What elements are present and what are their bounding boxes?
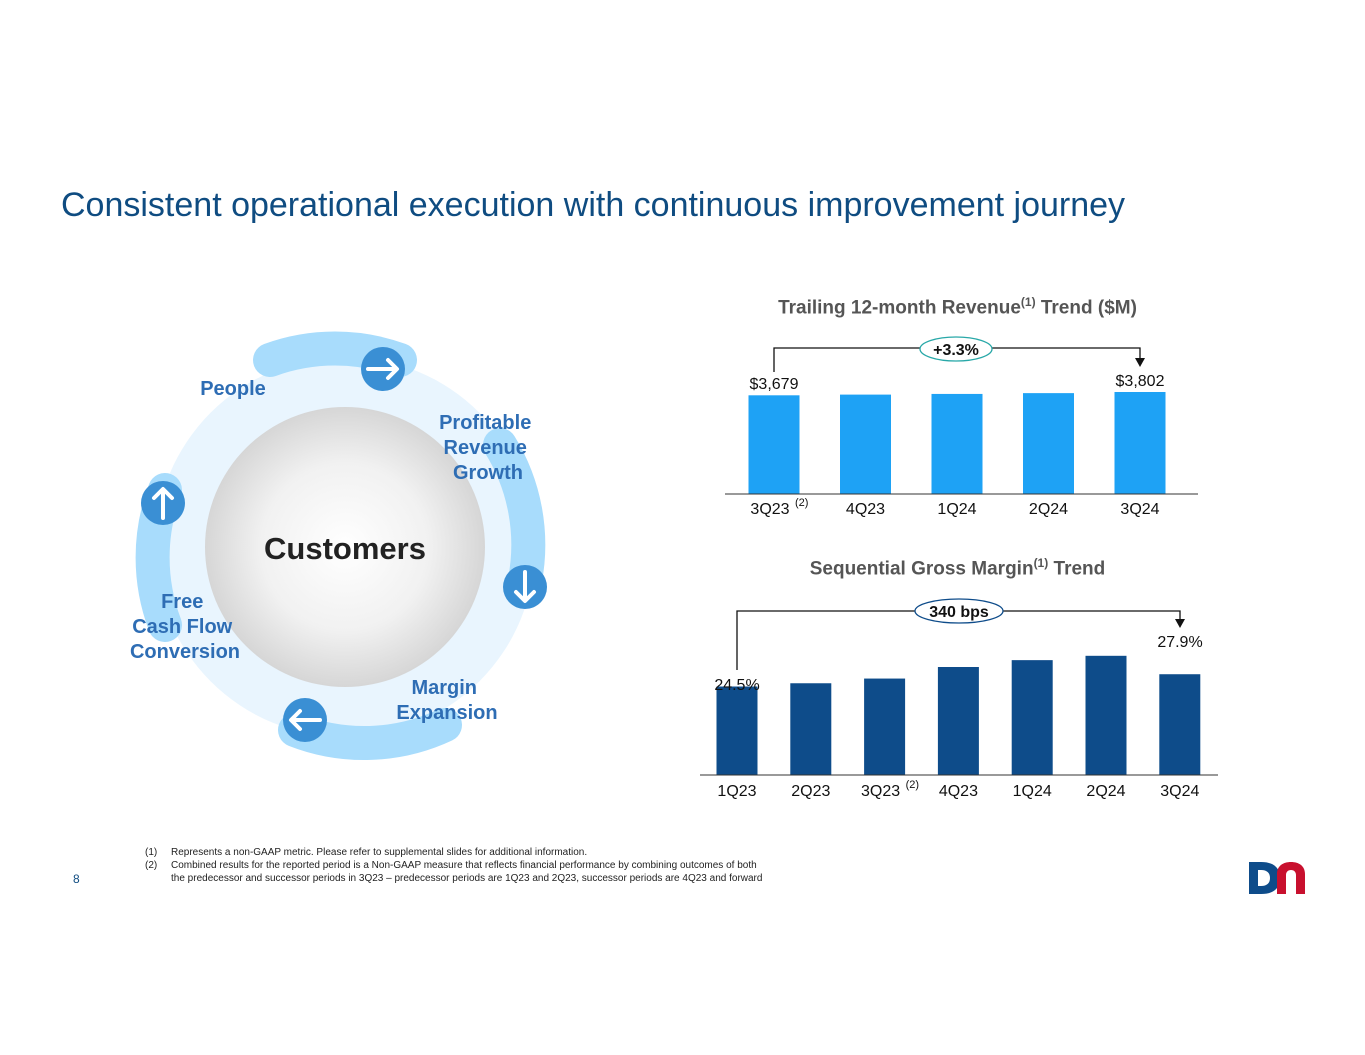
revenue-bar-2q24 <box>1023 393 1074 494</box>
arc-revenue-to-margin <box>483 428 546 597</box>
gm-tick-4q23: 4Q23 <box>939 783 978 800</box>
gm-tick-3q23: 3Q23 <box>861 783 900 800</box>
arrow-left-icon <box>283 698 327 742</box>
center-label: Customers <box>264 531 426 566</box>
revenue-bracket-arrowhead <box>1135 358 1145 367</box>
gm-last-label: 27.9% <box>1157 634 1202 651</box>
company-logo <box>1249 862 1305 894</box>
arrow-right-icon <box>361 347 405 391</box>
revenue-last-label: $3,802 <box>1116 373 1165 390</box>
gm-tick-2q24: 2Q24 <box>1086 783 1125 800</box>
gm-bar-2q24 <box>1085 655 1127 775</box>
gm-tick-3q24: 3Q24 <box>1160 783 1199 800</box>
revenue-bar-3q24 <box>1114 392 1166 494</box>
gm-bar-1q24 <box>1011 660 1053 775</box>
footnote-2: (2) Combined results for the reported pe… <box>145 860 757 871</box>
revenue-tick-4q23: 4Q23 <box>846 501 885 518</box>
gm-first-label: 24.5% <box>714 677 759 694</box>
gm-tick-1q24: 1Q24 <box>1013 783 1052 800</box>
label-profitable-revenue-growth: Profitable Revenue Growth <box>439 412 537 484</box>
revenue-tick-3q24: 3Q24 <box>1120 501 1159 518</box>
revenue-tick-1q24: 1Q24 <box>937 501 976 518</box>
gm-tick-footnote-3q23: (2) <box>906 779 919 791</box>
center-circle <box>205 407 485 687</box>
gm-bar-2q23 <box>790 683 832 775</box>
gm-change-badge <box>914 598 1004 624</box>
gross-margin-chart: 1Q23 2Q23 3Q23 (2) 4Q23 1Q24 2Q24 3Q24 340 bps … <box>700 598 1218 800</box>
revenue-tick-3q23: 3Q23 <box>750 501 789 518</box>
revenue-change-label: +3.3% <box>933 342 979 359</box>
label-free-cash-flow-conversion: Free Cash Flow Conversion <box>130 591 240 663</box>
revenue-tick-2q24: 2Q24 <box>1029 501 1068 518</box>
footnote-2-continued: the predecessor and successor periods in… <box>171 873 763 884</box>
gm-change-label: 340 bps <box>929 604 989 621</box>
page-title: Consistent operational execution with co… <box>61 186 1126 224</box>
footnote-1: (1) Represents a non-GAAP metric. Please… <box>145 847 588 858</box>
gm-bar-3q23 <box>864 678 906 775</box>
gm-bar-1q23 <box>716 686 758 775</box>
revenue-change-badge <box>919 336 993 362</box>
revenue-bar-1q24 <box>931 393 983 494</box>
page-number: 8 <box>73 872 80 886</box>
gm-bar-3q24 <box>1159 674 1201 775</box>
revenue-chart: 3Q23 (2) 4Q23 1Q24 2Q24 3Q24 +3.3% $3,679 $3,… <box>725 336 1198 518</box>
label-people: People <box>200 378 266 400</box>
revenue-bar-4q23 <box>840 394 891 494</box>
revenue-chart-title: Trailing 12-month Revenue(1) Trend ($M) <box>778 295 1137 319</box>
revenue-bar-3q23 <box>748 395 800 494</box>
revenue-first-label: $3,679 <box>750 376 799 393</box>
arrow-up-icon <box>141 481 185 525</box>
gm-bracket-arrowhead <box>1175 619 1185 628</box>
improvement-cycle-diagram: Customers People Profitable Revenue Grow… <box>130 331 547 760</box>
footnotes: (1) Represents a non-GAAP metric. Please… <box>145 846 762 885</box>
gm-tick-2q23: 2Q23 <box>791 783 830 800</box>
label-margin-expansion: Margin Expansion <box>396 677 497 724</box>
gross-margin-chart-title: Sequential Gross Margin(1) Trend <box>809 556 1106 580</box>
gm-bar-4q23 <box>937 667 979 775</box>
gm-tick-1q23: 1Q23 <box>717 783 756 800</box>
arrow-down-icon <box>503 565 547 609</box>
revenue-tick-footnote-3q23: (2) <box>795 497 808 509</box>
